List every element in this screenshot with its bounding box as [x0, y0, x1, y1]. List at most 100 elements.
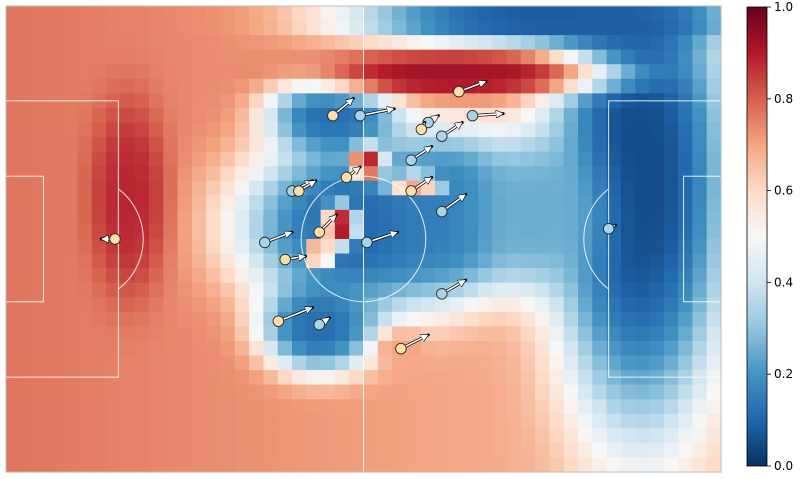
- heatmap-cell: [563, 384, 579, 400]
- heatmap-cell: [306, 399, 322, 415]
- heatmap-cell: [692, 195, 708, 211]
- heatmap-cell: [692, 442, 708, 459]
- heatmap-cell: [163, 180, 179, 196]
- heatmap-cell: [606, 49, 622, 65]
- heatmap-cell: [578, 428, 593, 444]
- heatmap-cell: [149, 239, 164, 255]
- heatmap-cell: [306, 413, 322, 429]
- heatmap-cell: [549, 340, 565, 357]
- heatmap-cell: [349, 253, 365, 269]
- heatmap-cell: [449, 137, 465, 153]
- heatmap-cell: [263, 107, 279, 124]
- heatmap-cell: [578, 413, 593, 429]
- heatmap-cell: [48, 297, 64, 313]
- heatmap-cell: [77, 253, 93, 269]
- heatmap-cell: [20, 49, 36, 65]
- heatmap-cell: [306, 137, 322, 153]
- heatmap-cell: [134, 384, 150, 400]
- heatmap-cell: [563, 35, 579, 51]
- heatmap-cell: [578, 399, 593, 415]
- heatmap-cell: [377, 239, 393, 255]
- heatmap-cell: [506, 399, 522, 415]
- heatmap-cell: [549, 20, 565, 36]
- heatmap-cell: [177, 384, 193, 400]
- heatmap-cell: [606, 428, 622, 444]
- heatmap-cell: [177, 166, 193, 182]
- heatmap-cell: [220, 457, 236, 473]
- heatmap-cell: [320, 340, 336, 357]
- heatmap-cell: [77, 224, 93, 240]
- heatmap-cell: [63, 297, 79, 313]
- heatmap-cell: [592, 311, 608, 327]
- heatmap-cell: [249, 180, 264, 196]
- heatmap-cell: [249, 311, 264, 327]
- heatmap-cell: [206, 209, 222, 226]
- heatmap-cell: [663, 253, 679, 269]
- heatmap-cell: [63, 340, 79, 357]
- team-a-player: [415, 121, 428, 136]
- team-a-marker: [279, 253, 291, 266]
- heatmap-cell: [477, 399, 493, 415]
- colorbar-tick-label: 0.6: [774, 184, 793, 198]
- heatmap-cell: [649, 442, 665, 459]
- heatmap-cell: [692, 49, 708, 65]
- heatmap-cell: [506, 355, 522, 371]
- heatmap-cell: [592, 151, 608, 167]
- heatmap-cell: [420, 355, 436, 371]
- heatmap-cell: [149, 195, 164, 211]
- heatmap-cell: [134, 442, 150, 459]
- heatmap-cell: [392, 297, 407, 313]
- team-a-marker: [340, 171, 353, 184]
- heatmap-cell: [334, 239, 350, 255]
- heatmap-cell: [377, 384, 393, 400]
- heatmap-cell: [306, 78, 322, 94]
- heatmap-cell: [678, 457, 693, 473]
- heatmap-cell: [334, 370, 350, 386]
- heatmap-cell: [177, 20, 193, 36]
- heatmap-cell: [435, 239, 450, 255]
- heatmap-cell: [191, 93, 207, 109]
- heatmap-cell: [449, 35, 465, 51]
- heatmap-cell: [392, 64, 407, 80]
- heatmap-cell: [191, 326, 207, 342]
- heatmap-cell: [477, 195, 493, 211]
- heatmap-cell: [520, 428, 536, 444]
- heatmap-cell: [249, 49, 264, 65]
- heatmap-cell: [91, 180, 107, 196]
- heatmap-cell: [106, 35, 121, 51]
- heatmap-cell: [449, 457, 465, 473]
- heatmap-cell: [506, 20, 522, 36]
- heatmap-cell: [20, 151, 36, 167]
- heatmap-cell: [535, 6, 550, 22]
- heatmap-cell: [549, 122, 565, 138]
- heatmap-cell: [520, 151, 536, 167]
- heatmap-cell: [263, 209, 279, 226]
- heatmap-cell: [363, 268, 379, 284]
- heatmap-cell: [48, 326, 64, 342]
- heatmap-cell: [177, 399, 193, 415]
- heatmap-cell: [263, 326, 279, 342]
- heatmap-cell: [663, 49, 679, 65]
- heatmap-cell: [206, 180, 222, 196]
- heatmap-cell: [578, 93, 593, 109]
- heatmap-cell: [206, 78, 222, 94]
- heatmap-cell: [48, 224, 64, 240]
- heatmap-cell: [263, 355, 279, 371]
- heatmap-cell: [678, 268, 693, 284]
- team-b-player: [436, 278, 468, 300]
- heatmap-cell: [120, 6, 136, 22]
- heatmap-cell: [420, 93, 436, 109]
- heatmap-cell: [678, 355, 693, 371]
- heatmap-cell: [377, 268, 393, 284]
- heatmap-cell: [392, 428, 407, 444]
- heatmap-cell: [120, 93, 136, 109]
- heatmap-cell: [435, 413, 450, 429]
- heatmap-cell: [34, 239, 50, 255]
- heatmap-cell: [363, 78, 379, 94]
- heatmap-cell: [120, 64, 136, 80]
- heatmap-cell: [320, 253, 336, 269]
- heatmap-cell: [506, 6, 522, 22]
- heatmap-cell: [520, 399, 536, 415]
- heatmap-cell: [6, 180, 21, 196]
- heatmap-cell: [635, 209, 651, 226]
